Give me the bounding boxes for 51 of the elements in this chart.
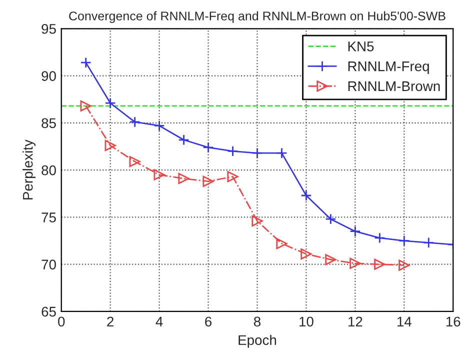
y-tick-label: 75 — [42, 212, 56, 222]
x-tick-label: 14 — [397, 316, 412, 326]
x-tick-label: 10 — [300, 316, 314, 327]
point — [202, 176, 214, 187]
point — [374, 258, 386, 270]
y-tick-label: 70 — [42, 260, 56, 270]
y-tick-label: 85 — [42, 118, 56, 128]
point — [80, 57, 92, 68]
point — [129, 116, 140, 128]
y-tick-label: 95 — [42, 24, 56, 34]
point — [423, 237, 434, 248]
point — [300, 190, 312, 202]
point — [350, 258, 361, 269]
x-tick-label: 8 — [254, 316, 260, 327]
x-axis-title: Epoch — [238, 334, 276, 348]
point — [154, 120, 165, 132]
y-tick-label: 65 — [42, 306, 56, 317]
point — [252, 148, 263, 159]
chart-title: Convergence of RNNLM-Freq and RNNLM-Brown on Hub5'00-SWB — [69, 11, 446, 23]
y-axis-title: Perplexity — [22, 140, 36, 200]
x-tick-label: 12 — [348, 316, 362, 326]
legend-label: KN5 — [348, 42, 374, 52]
point — [227, 171, 238, 182]
point — [252, 215, 263, 227]
point — [104, 98, 116, 109]
point — [300, 248, 312, 260]
point — [104, 140, 116, 152]
legend-label: RNNLM-Brown — [348, 81, 440, 92]
legend-label: RNNLM-Freq — [348, 62, 429, 74]
point — [178, 172, 190, 184]
point — [129, 156, 140, 168]
point — [178, 134, 190, 146]
point — [227, 146, 238, 157]
point — [325, 214, 336, 225]
point — [276, 148, 288, 159]
point — [398, 260, 410, 271]
point — [276, 238, 288, 250]
x-tick-label: 0 — [58, 316, 65, 327]
x-tick-label: 4 — [156, 316, 163, 326]
point — [325, 254, 336, 266]
x-tick-label: 16 — [446, 316, 460, 327]
point — [374, 232, 386, 244]
x-tick-label: 6 — [205, 316, 212, 327]
point — [154, 169, 165, 180]
point — [350, 226, 361, 237]
point — [202, 142, 214, 153]
y-tick-label: 90 — [42, 71, 56, 81]
point — [80, 100, 92, 112]
y-tick-label: 80 — [42, 165, 56, 176]
point — [398, 235, 410, 246]
x-tick-label: 2 — [107, 316, 114, 326]
